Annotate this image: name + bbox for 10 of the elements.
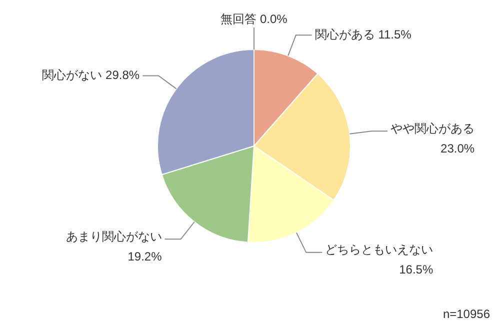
category-label: 無回答 0.0%	[220, 12, 288, 26]
data-label: 16.5%	[399, 262, 434, 277]
data-label: 19.2%	[128, 249, 162, 264]
slice-label: やや関心がある	[390, 121, 475, 136]
slice-label: どちらともいえない	[325, 242, 434, 257]
data-label: 23.0%	[440, 141, 475, 156]
slice-label: 関心がある 11.5%	[314, 27, 412, 42]
text: n=10956	[442, 307, 490, 321]
slice-label: 関心がない 29.8%	[42, 68, 140, 82]
slice-label: あまり関心がない	[66, 229, 162, 244]
